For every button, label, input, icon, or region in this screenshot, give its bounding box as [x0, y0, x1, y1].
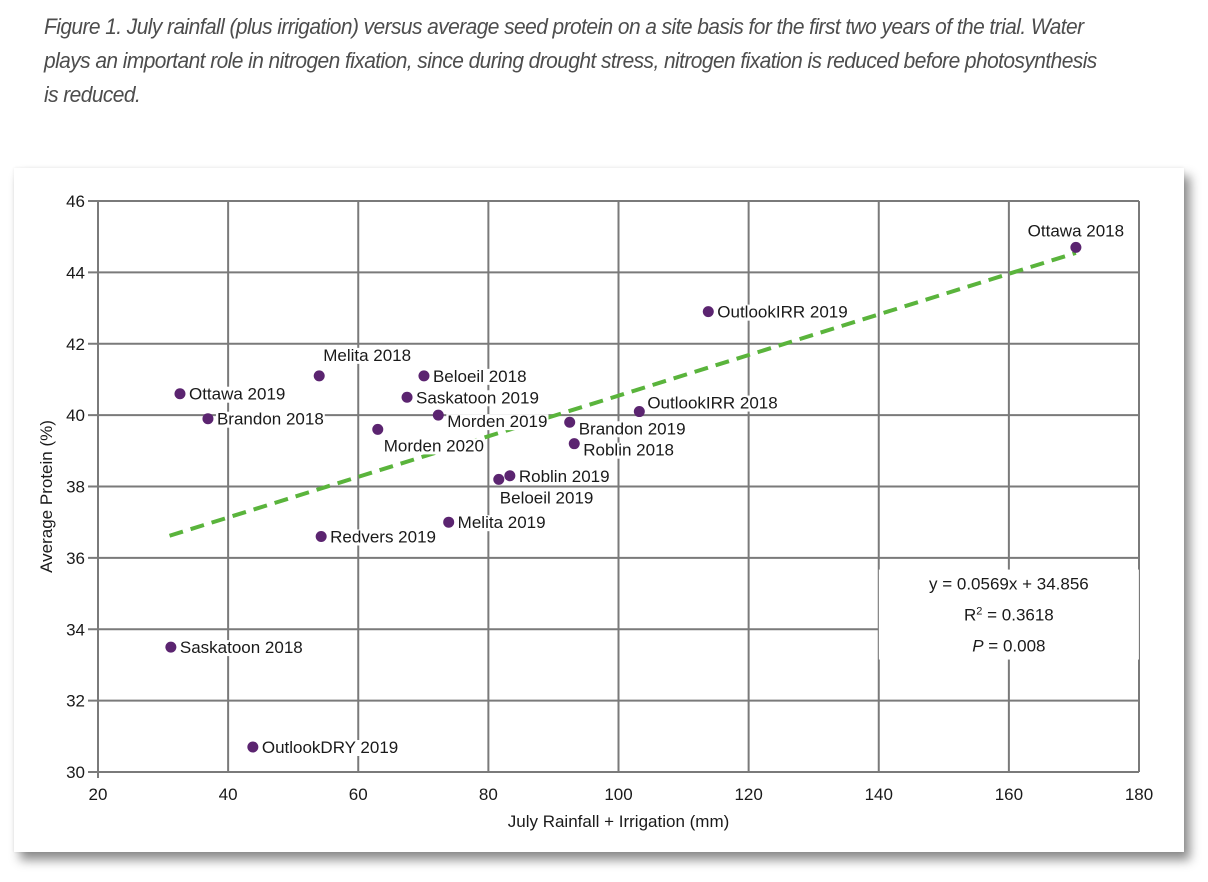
point-label-background	[582, 442, 676, 459]
point-label-background	[329, 529, 438, 546]
data-point	[432, 409, 444, 421]
y-tick-label: 32	[66, 692, 85, 711]
point-label: Morden 2020	[384, 436, 484, 455]
p-value-number: = 0.008	[984, 637, 1046, 656]
r-squared-symbol: R	[964, 606, 976, 625]
point-label-background	[415, 390, 540, 407]
scatter-chart: 20 40 60 80 100 120 140 160 180 30 32 34 36 38 40 42 44…	[37, 192, 1154, 831]
point-label-background	[187, 386, 287, 403]
point-label: Roblin 2018	[583, 441, 674, 460]
x-tick-label: 140	[865, 785, 893, 804]
regression-stats: y = 0.0569x + 34.856 R2 = 0.3618 P = 0.0…	[929, 575, 1089, 656]
point-label-background	[215, 411, 325, 428]
point-label: Beloeil 2018	[433, 367, 527, 386]
data-point	[564, 416, 576, 428]
y-tick-label: 30	[66, 763, 85, 782]
point-label: Brandon 2018	[217, 410, 324, 429]
point-label-background	[431, 368, 528, 385]
data-point	[633, 406, 645, 418]
r-squared-value: = 0.3618	[982, 606, 1053, 625]
y-tick-label: 36	[66, 549, 85, 568]
data-point	[372, 423, 384, 435]
y-tick-label: 42	[66, 335, 85, 354]
x-tick-label: 100	[604, 785, 632, 804]
point-label: Morden 2019	[447, 412, 547, 431]
data-point	[174, 388, 186, 400]
point-labels: Ottawa 2018 OutlookIRR 2019 Melita 2018 Bel…	[178, 221, 1126, 757]
x-tick-label: 20	[89, 785, 108, 804]
x-tick-label: 60	[349, 785, 368, 804]
point-label-background	[577, 421, 687, 438]
y-tick-labels: 30 32 34 36 38 40 42 44 46	[66, 192, 85, 782]
point-label: Roblin 2019	[519, 467, 610, 486]
x-tick-label: 160	[995, 785, 1023, 804]
point-label-background	[716, 304, 849, 321]
trendline	[168, 250, 1077, 538]
data-points	[165, 241, 1082, 753]
point-label: Beloeil 2019	[500, 488, 594, 507]
data-point	[568, 438, 580, 450]
p-value: P = 0.008	[972, 637, 1045, 656]
r-squared: R2 = 0.3618	[964, 606, 1054, 625]
point-label: Ottawa 2018	[1028, 221, 1124, 240]
point-label-background	[1026, 223, 1126, 240]
point-label: Redvers 2019	[330, 527, 436, 546]
r-squared-superscript: 2	[976, 606, 982, 618]
point-label-background	[456, 515, 547, 532]
point-label: Ottawa 2019	[189, 385, 285, 404]
x-tick-label: 120	[734, 785, 762, 804]
x-tick-label: 80	[479, 785, 498, 804]
x-tick-label: 180	[1125, 785, 1153, 804]
data-point	[702, 306, 714, 318]
point-label: OutlookIRR 2019	[717, 303, 847, 322]
point-label-background	[382, 438, 485, 455]
data-point	[1070, 241, 1082, 253]
chart-card: 20 40 60 80 100 120 140 160 180 30 32 34 36 38 40 42 44…	[14, 168, 1184, 852]
y-tick-label: 46	[66, 192, 85, 211]
x-axis-title: July Rainfall + Irrigation (mm)	[508, 812, 730, 831]
grid	[88, 200, 1140, 778]
point-label: Melita 2019	[458, 513, 546, 532]
data-point	[315, 530, 327, 542]
data-point	[401, 391, 413, 403]
data-point	[418, 370, 430, 382]
point-label-background	[322, 347, 413, 364]
point-label: OutlookIRR 2018	[647, 394, 777, 413]
data-point	[443, 516, 455, 528]
point-label-background	[517, 468, 611, 485]
data-point	[313, 370, 325, 382]
x-tick-label: 40	[219, 785, 238, 804]
point-label: OutlookDRY 2019	[262, 738, 398, 757]
y-tick-label: 38	[66, 478, 85, 497]
data-point	[247, 741, 259, 753]
x-tick-labels: 20 40 60 80 100 120 140 160 180	[89, 785, 1154, 804]
y-tick-label: 44	[66, 263, 85, 282]
stats-background	[878, 569, 1139, 660]
data-point	[504, 470, 516, 482]
point-label: Brandon 2019	[579, 419, 686, 438]
point-label-background	[646, 395, 779, 412]
y-tick-label: 34	[66, 620, 85, 639]
point-label-background	[178, 640, 304, 657]
point-label: Saskatoon 2018	[180, 638, 303, 657]
figure-caption: Figure 1. July rainfall (plus irrigation…	[44, 14, 1097, 107]
point-label: Saskatoon 2019	[416, 388, 539, 407]
point-label-background	[446, 414, 549, 431]
point-label: Melita 2018	[323, 346, 411, 365]
p-symbol: P	[972, 637, 984, 656]
y-axis-title: Average Protein (%)	[37, 420, 56, 573]
point-label-background	[498, 490, 595, 507]
y-tick-label: 40	[66, 406, 85, 425]
point-label-background	[260, 740, 400, 757]
data-point	[202, 413, 214, 425]
regression-equation: y = 0.0569x + 34.856	[929, 575, 1089, 594]
data-point	[493, 473, 505, 485]
data-point	[165, 641, 177, 653]
